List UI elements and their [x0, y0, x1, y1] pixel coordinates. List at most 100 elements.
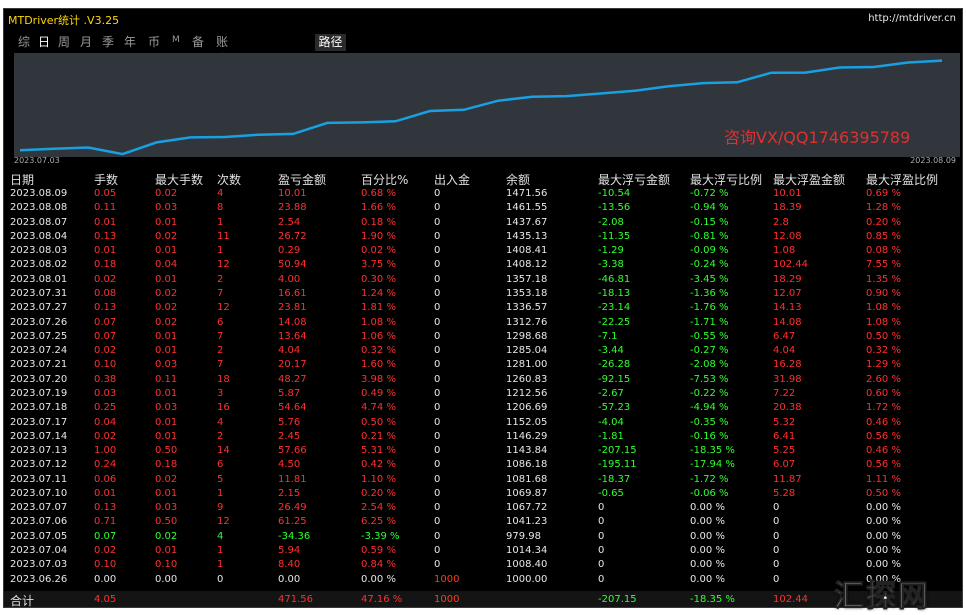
row-cell: -3.39 %	[361, 530, 400, 542]
row-cell: 0.50 %	[866, 330, 901, 342]
row-cell: 0	[434, 387, 441, 399]
row-cell: 11.87	[773, 473, 802, 485]
row-cell: 0	[598, 530, 605, 542]
row-cell: -18.13	[598, 288, 631, 299]
row-cell: 0.32 %	[866, 345, 901, 357]
row-cell: 61.25	[278, 516, 307, 528]
row-cell: 0	[434, 259, 441, 271]
summary-cell: 1000	[434, 594, 460, 605]
row-cell: 1081.68	[506, 473, 548, 485]
row-cell: 0.00 %	[690, 573, 725, 585]
row-cell: -195.11	[598, 459, 637, 471]
tab-5[interactable]: 年	[124, 35, 137, 49]
row-date: 2023.08.02	[10, 259, 68, 271]
row-cell: 7	[217, 288, 224, 299]
tab-8[interactable]: 备	[192, 35, 205, 49]
row-cell: 0.03	[155, 202, 178, 214]
row-cell: 0	[434, 316, 441, 328]
contact-watermark: 咨询VX/QQ1746395789	[724, 128, 911, 147]
row-cell: 2.45	[278, 430, 301, 442]
row-cell: 1437.67	[506, 216, 548, 228]
row-cell: 54.64	[278, 402, 307, 414]
row-date: 2023.07.13	[10, 445, 68, 456]
row-cell: 5.76	[278, 416, 301, 428]
row-cell: 4.00	[278, 273, 301, 285]
row-cell: 0	[773, 530, 780, 542]
row-cell: 0.32 %	[361, 345, 396, 357]
row-cell: 16	[217, 402, 230, 414]
tab-0[interactable]: 综	[18, 35, 31, 49]
row-cell: 0.84 %	[361, 559, 396, 571]
row-cell: 1069.87	[506, 487, 548, 499]
row-date: 2023.08.03	[10, 245, 68, 257]
row-cell: 0	[773, 573, 780, 585]
row-cell: 0.24	[94, 459, 117, 471]
row-cell: 0.01	[94, 245, 117, 257]
row-cell: 0.01	[155, 330, 178, 342]
path-button[interactable]: 路径	[315, 34, 346, 51]
tab-6[interactable]: 币	[148, 35, 161, 49]
row-date: 2023.07.31	[10, 288, 68, 299]
row-cell: 1.00	[94, 445, 117, 456]
row-cell: -1.29	[598, 245, 624, 257]
row-cell: 0	[434, 559, 441, 571]
row-cell: 0	[598, 573, 605, 585]
row-cell: 4	[217, 416, 224, 428]
row-cell: -0.24 %	[690, 259, 729, 271]
row-cell: 0.07	[94, 530, 117, 542]
row-cell: 0.11	[94, 202, 117, 214]
row-cell: 0.02	[94, 545, 117, 556]
row-cell: -3.45 %	[690, 273, 729, 285]
row-cell: 0.02	[94, 273, 117, 285]
row-cell: 0.38	[94, 373, 117, 385]
row-cell: 0.00 %	[361, 573, 396, 585]
row-cell: 1281.00	[506, 359, 548, 371]
row-cell: 0.60 %	[866, 387, 901, 399]
tab-7[interactable]: M	[172, 35, 180, 45]
row-date: 2023.07.11	[10, 473, 68, 485]
row-cell: 0.01	[155, 487, 178, 499]
row-cell: 0.02 %	[361, 245, 396, 257]
row-cell: 18.39	[773, 202, 802, 214]
row-date: 2023.07.03	[10, 559, 68, 571]
row-cell: -57.23	[598, 402, 631, 414]
row-cell: 0.50	[155, 516, 178, 528]
row-cell: -10.54	[598, 188, 631, 199]
col-header-10: 最大浮盈金额	[773, 173, 846, 187]
row-cell: 2.8	[773, 216, 789, 228]
row-cell: 0.10	[94, 359, 117, 371]
row-cell: 0.42 %	[361, 459, 396, 471]
row-cell: 1285.04	[506, 345, 548, 357]
row-cell: 0	[434, 359, 441, 371]
row-cell: -2.08 %	[690, 359, 729, 371]
tab-2[interactable]: 周	[58, 35, 71, 49]
row-cell: 1.08	[773, 245, 796, 257]
row-cell: 1357.18	[506, 273, 548, 285]
website-link[interactable]: http://mtdriver.cn	[868, 13, 956, 24]
row-cell: -4.94 %	[690, 402, 729, 414]
row-cell: 0	[434, 473, 441, 485]
summary-cell: -18.35 %	[690, 594, 735, 605]
row-cell: 0.21 %	[361, 430, 396, 442]
row-cell: -92.15	[598, 373, 631, 385]
row-cell: 1408.12	[506, 259, 548, 271]
row-cell: -0.55 %	[690, 330, 729, 342]
row-cell: -1.71 %	[690, 316, 729, 328]
row-cell: 0.04	[155, 259, 178, 271]
tab-4[interactable]: 季	[102, 35, 115, 49]
row-cell: -18.35 %	[690, 445, 735, 456]
tab-1[interactable]: 日	[38, 35, 51, 49]
tab-3[interactable]: 月	[80, 35, 93, 49]
row-cell: 5.25	[773, 445, 796, 456]
row-cell: 4.50	[278, 459, 301, 471]
row-cell: 0.01	[155, 430, 178, 442]
row-cell: 0.18	[155, 459, 178, 471]
row-cell: -1.76 %	[690, 302, 729, 314]
row-cell: 0.00	[155, 573, 178, 585]
row-cell: 0.29	[278, 245, 301, 257]
row-cell: 23.81	[278, 302, 307, 314]
chart-start-date: 2023.07.03	[14, 156, 60, 165]
row-cell: 1143.84	[506, 445, 548, 456]
row-cell: 6.07	[773, 459, 796, 471]
row-cell: 2.54 %	[361, 502, 396, 514]
